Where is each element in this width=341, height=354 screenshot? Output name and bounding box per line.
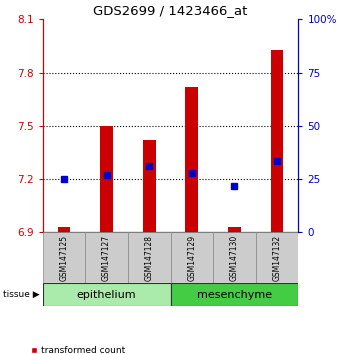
Text: epithelium: epithelium: [77, 290, 136, 300]
Text: GSM147125: GSM147125: [59, 234, 69, 281]
Bar: [256, 232, 298, 283]
Bar: [43, 232, 85, 283]
Bar: [271, 50, 283, 232]
Text: GSM147128: GSM147128: [145, 235, 154, 280]
Text: GSM147127: GSM147127: [102, 234, 111, 281]
Text: tissue ▶: tissue ▶: [3, 290, 40, 299]
Bar: [170, 283, 298, 306]
Bar: [43, 283, 170, 306]
Legend: transformed count, percentile rank within the sample: transformed count, percentile rank withi…: [30, 346, 194, 354]
Bar: [213, 232, 256, 283]
Bar: [128, 232, 170, 283]
Bar: [170, 232, 213, 283]
Bar: [100, 126, 113, 232]
Text: mesenchyme: mesenchyme: [197, 290, 272, 300]
Bar: [143, 140, 155, 232]
Bar: [85, 232, 128, 283]
Bar: [228, 227, 241, 232]
Title: GDS2699 / 1423466_at: GDS2699 / 1423466_at: [93, 4, 248, 17]
Text: GSM147132: GSM147132: [272, 234, 282, 281]
Bar: [58, 227, 70, 232]
Text: GSM147129: GSM147129: [187, 234, 196, 281]
Bar: [186, 87, 198, 232]
Text: GSM147130: GSM147130: [230, 234, 239, 281]
